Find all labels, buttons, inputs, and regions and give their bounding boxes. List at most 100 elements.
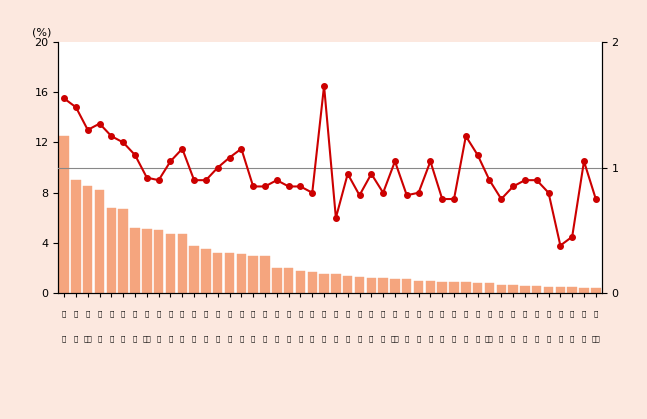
Text: 東: 東 [62,310,67,317]
Text: 峳: 峳 [322,335,326,342]
Bar [177,234,187,293]
Bar [355,277,364,293]
Text: 島: 島 [534,310,539,317]
Bar [237,254,246,293]
Text: 城: 城 [168,335,173,342]
Bar [130,228,140,293]
Bar [284,268,293,293]
Bar [95,190,104,293]
Text: 鳳: 鳳 [499,310,503,317]
Text: 福: 福 [310,310,314,317]
Text: 鹿: 鹿 [593,310,598,317]
Bar [331,274,340,293]
Bar [248,256,258,293]
Text: 川: 川 [369,335,373,342]
Text: 徳: 徳 [404,310,409,317]
Text: 田: 田 [476,335,480,342]
Bar [320,274,329,293]
Text: 口: 口 [287,335,291,342]
Text: 高: 高 [511,310,515,317]
Text: 宮: 宮 [263,310,267,317]
Text: 福: 福 [133,310,137,317]
Bar [201,249,211,293]
Bar [272,268,281,293]
Text: 潟: 潟 [251,335,256,342]
Bar [260,256,270,293]
Text: 重: 重 [180,335,184,342]
Bar [390,279,400,293]
Text: 岡: 岡 [227,310,232,317]
Text: 岩: 岩 [381,310,386,317]
Bar [579,288,589,293]
Text: 崎: 崎 [464,335,468,342]
Text: 大: 大 [334,310,338,317]
Bar [296,271,305,293]
Bar [190,246,199,293]
Bar [225,253,234,293]
Text: 知: 知 [558,310,562,317]
Bar [154,230,164,293]
Bar [591,288,600,293]
Text: 崎: 崎 [357,335,362,342]
Text: 山: 山 [287,310,291,317]
Bar [520,286,530,293]
Text: 宗: 宗 [345,310,350,317]
Text: 海道: 海道 [142,335,151,342]
Text: 葉: 葉 [121,335,126,342]
Bar [213,253,223,293]
Bar [509,285,518,293]
Text: 静: 静 [157,310,161,317]
Text: 阪: 阪 [74,335,78,342]
Text: 佐: 佐 [452,310,456,317]
Text: 阜: 阜 [239,335,243,342]
Text: 茨: 茨 [168,310,173,317]
Text: 岐: 岐 [239,310,243,317]
Text: 縄: 縄 [523,335,527,342]
Bar [118,209,128,293]
Text: 石: 石 [417,310,421,317]
Bar [473,283,483,293]
Text: 神: 神 [85,310,90,317]
Bar [544,287,553,293]
Bar [556,287,565,293]
Text: 木: 木 [274,335,279,342]
Bar [461,282,470,293]
Text: (%): (%) [32,28,52,38]
Text: 兵: 兵 [109,310,114,317]
Text: 京: 京 [215,310,220,317]
Text: 熊: 熊 [298,310,303,317]
Text: 香: 香 [369,310,373,317]
Bar [496,285,506,293]
Bar [166,234,175,293]
Text: 大: 大 [74,310,78,317]
Text: 形: 形 [440,335,444,342]
Text: 岡: 岡 [157,335,161,342]
Bar [83,186,93,293]
Text: 岨: 岨 [334,335,338,342]
Bar [71,180,81,293]
Bar [142,229,151,293]
Text: 宮: 宮 [464,310,468,317]
Text: 知: 知 [570,335,575,342]
Bar [426,281,435,293]
Text: 野: 野 [192,335,196,342]
Bar [402,279,411,293]
Text: 北: 北 [145,310,149,317]
Text: 長: 長 [357,310,362,317]
Text: 手: 手 [381,335,386,342]
Text: 沖: 沖 [523,310,527,317]
Text: 鹿: 鹿 [487,310,492,317]
Bar [378,278,388,293]
Bar [307,272,317,293]
Text: 青: 青 [428,310,433,317]
Bar [414,281,423,293]
Bar [343,276,353,293]
Text: 峳: 峳 [310,335,314,342]
Bar [107,208,116,293]
Text: 広: 広 [204,310,208,317]
Text: 庫: 庫 [109,335,114,342]
Text: 拳: 拳 [274,310,279,317]
Text: 埼: 埼 [98,310,102,317]
Bar [532,286,542,293]
Text: 新: 新 [251,310,256,317]
